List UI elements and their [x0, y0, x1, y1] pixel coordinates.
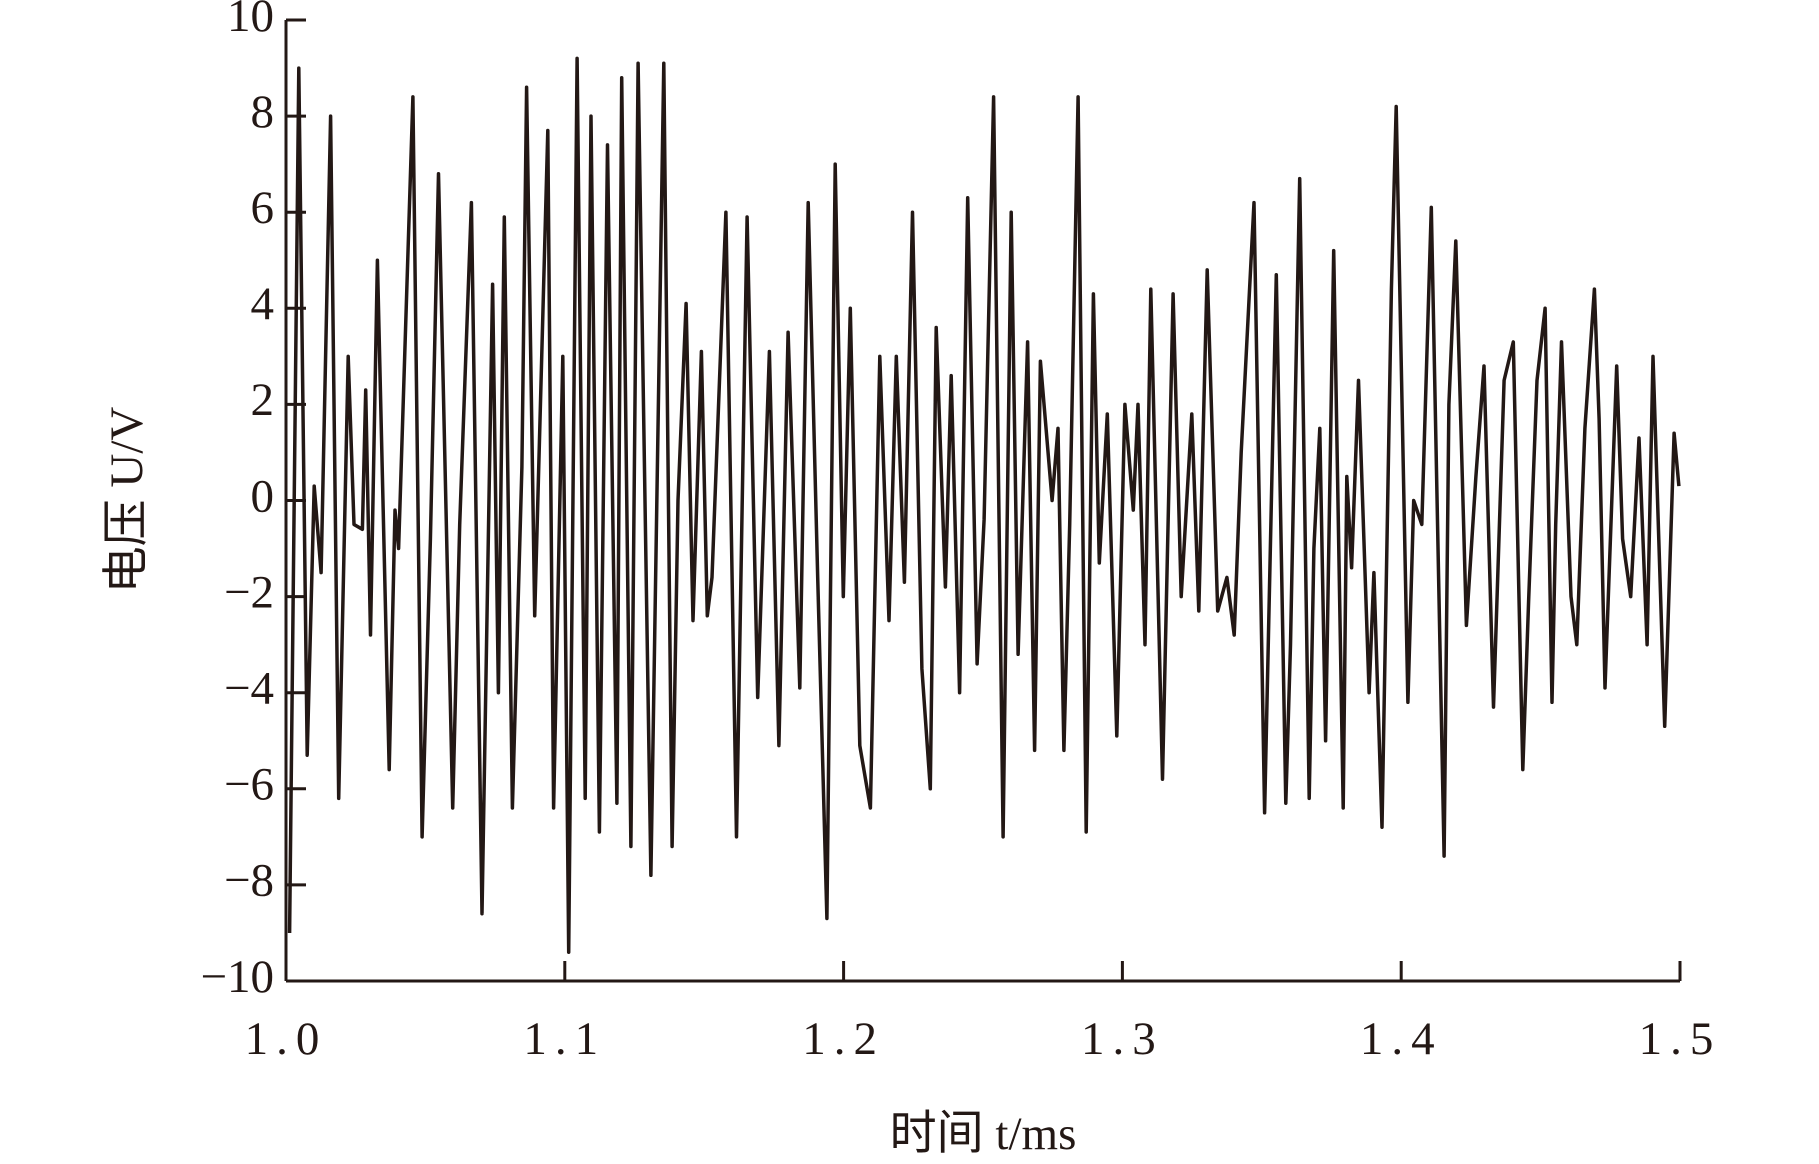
- y-tick-label: 6: [251, 182, 275, 234]
- y-tick-label: 8: [251, 86, 275, 138]
- y-tick-label: −6: [224, 759, 274, 811]
- x-axis-title: 时间 t/ms: [890, 1108, 1077, 1160]
- x-tick-label: 1.2: [802, 1013, 885, 1065]
- y-tick-label: 2: [251, 374, 275, 426]
- x-tick-label: 1.1: [523, 1013, 606, 1065]
- x-tick-label: 1.5: [1639, 1013, 1722, 1065]
- x-tick-label: 1.3: [1081, 1013, 1164, 1065]
- x-tick-label: 1.0: [245, 1013, 328, 1065]
- y-tick-label: −10: [200, 951, 274, 1003]
- y-tick-label: 4: [251, 278, 275, 330]
- signal-line: [287, 56, 1681, 954]
- x-tick-label: 1.4: [1360, 1013, 1443, 1065]
- y-tick-label: 0: [251, 470, 275, 522]
- y-axis-title: 电压 U/V: [101, 407, 153, 594]
- y-tick-label: −8: [224, 855, 274, 907]
- y-tick-label: 10: [227, 0, 274, 42]
- y-tick-label: −4: [224, 662, 274, 714]
- y-tick-label: −2: [224, 566, 274, 618]
